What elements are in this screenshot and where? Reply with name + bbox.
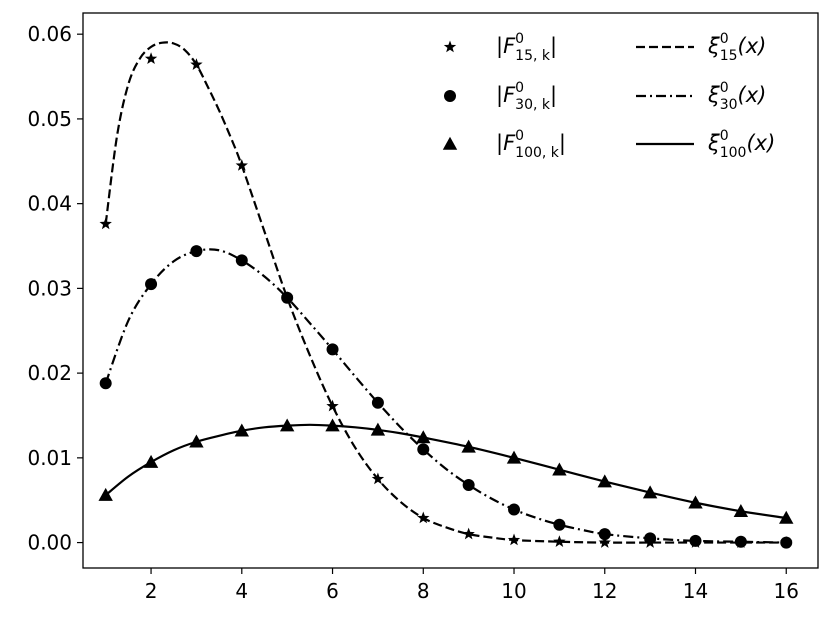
data-point-star (417, 511, 430, 524)
data-point-triangle (733, 504, 749, 517)
legend-entry-marker: |F0 30, k| (444, 80, 557, 113)
data-point-circle (417, 443, 430, 456)
data-point-triangle (779, 510, 794, 524)
series-line-dashdot (104, 248, 787, 544)
axes-layer: 2 4 6 8 10 12 14 16 0.00 0.01 0.02 0.03 0.04 0.05 0.06 (27, 12, 819, 603)
data-point-circle (598, 528, 611, 541)
x-tick-label: 16 (774, 579, 799, 603)
data-point-triangle (597, 474, 612, 488)
data-point-triangle (461, 439, 476, 453)
data-point-circle (734, 535, 747, 548)
data-point-star (190, 58, 203, 70)
plot-frame (82, 12, 819, 569)
y-tick-label: 0.01 (27, 446, 72, 470)
data-point-triangle (688, 495, 703, 509)
data-point-star (235, 159, 248, 171)
x-tick-label: 2 (145, 579, 158, 603)
legend-entry-marker: |F0 100, k| (442, 128, 566, 161)
data-point-star (99, 217, 112, 230)
data-point-circle (508, 503, 521, 516)
legend-entry-marker: |F0 15, k| (443, 31, 557, 64)
data-point-triangle (189, 434, 204, 448)
series-line-dashed (104, 41, 787, 544)
data-point-star (598, 536, 611, 548)
data-point-triangle (416, 430, 431, 444)
data-point-circle (553, 518, 566, 531)
data-point-triangle (234, 423, 249, 437)
data-point-circle (145, 278, 158, 291)
legend-label: |F0 100, k| (496, 128, 566, 161)
legend-entry-line: ξ0 30(x) (636, 80, 766, 113)
data-point-circle (689, 534, 702, 547)
data-point-triangle (552, 462, 567, 476)
data-point-circle (326, 343, 339, 356)
data-point-triangle (370, 422, 386, 436)
legend-label: |F0 30, k| (496, 80, 557, 113)
x-tick-label: 8 (417, 579, 430, 603)
data-point-triangle (325, 418, 340, 432)
data-point-star (326, 399, 339, 412)
data-point-star (371, 472, 385, 485)
data-point-circle (281, 291, 294, 304)
y-tick-label: 0.06 (27, 22, 72, 46)
y-tick-label: 0.00 (27, 531, 72, 555)
data-point-circle (235, 254, 248, 267)
x-tick-label: 4 (235, 579, 248, 603)
data-point-triangle (143, 454, 159, 468)
data-point-star (462, 527, 475, 540)
legend-symbol-circle (444, 90, 456, 102)
legend-label: |F0 15, k| (496, 31, 557, 64)
data-point-triangle (506, 450, 522, 464)
x-tick-label: 14 (683, 579, 708, 603)
legend-symbol-star (443, 40, 457, 53)
legend-entry-line: ξ0 15(x) (636, 31, 766, 64)
legend-label: ξ0 100(x) (707, 128, 775, 161)
data-point-triangle (642, 485, 658, 499)
data-point-star (144, 52, 158, 65)
data-point-triangle (98, 487, 113, 501)
data-point-circle (190, 245, 203, 258)
y-tick-label: 0.04 (27, 192, 72, 216)
y-tick-label: 0.05 (27, 107, 72, 131)
data-point-circle (644, 532, 657, 545)
data-point-circle (99, 377, 112, 390)
legend-entry-line: ξ0 100(x) (636, 128, 775, 161)
x-tick-label: 10 (501, 579, 526, 603)
data-point-star (553, 535, 566, 547)
legend-label: ξ0 30(x) (707, 80, 766, 113)
data-point-star (507, 533, 521, 546)
legend-label: ξ0 15(x) (707, 31, 766, 64)
data-point-circle (462, 478, 475, 491)
legend-symbol-triangle (442, 136, 458, 150)
x-tick-label: 12 (592, 579, 617, 603)
y-tick-label: 0.02 (27, 361, 72, 385)
series-layer (98, 41, 794, 549)
data-point-circle (780, 536, 793, 549)
data-point-triangle (279, 418, 295, 432)
y-tick-label: 0.03 (27, 276, 72, 300)
data-point-circle (371, 396, 384, 409)
x-tick-label: 6 (326, 579, 339, 603)
legend: |F0 15, k| |F0 30, k| |F0 100, k| ξ0 15(x) ξ0 30(… (442, 31, 775, 161)
series-line-solid (104, 423, 787, 520)
